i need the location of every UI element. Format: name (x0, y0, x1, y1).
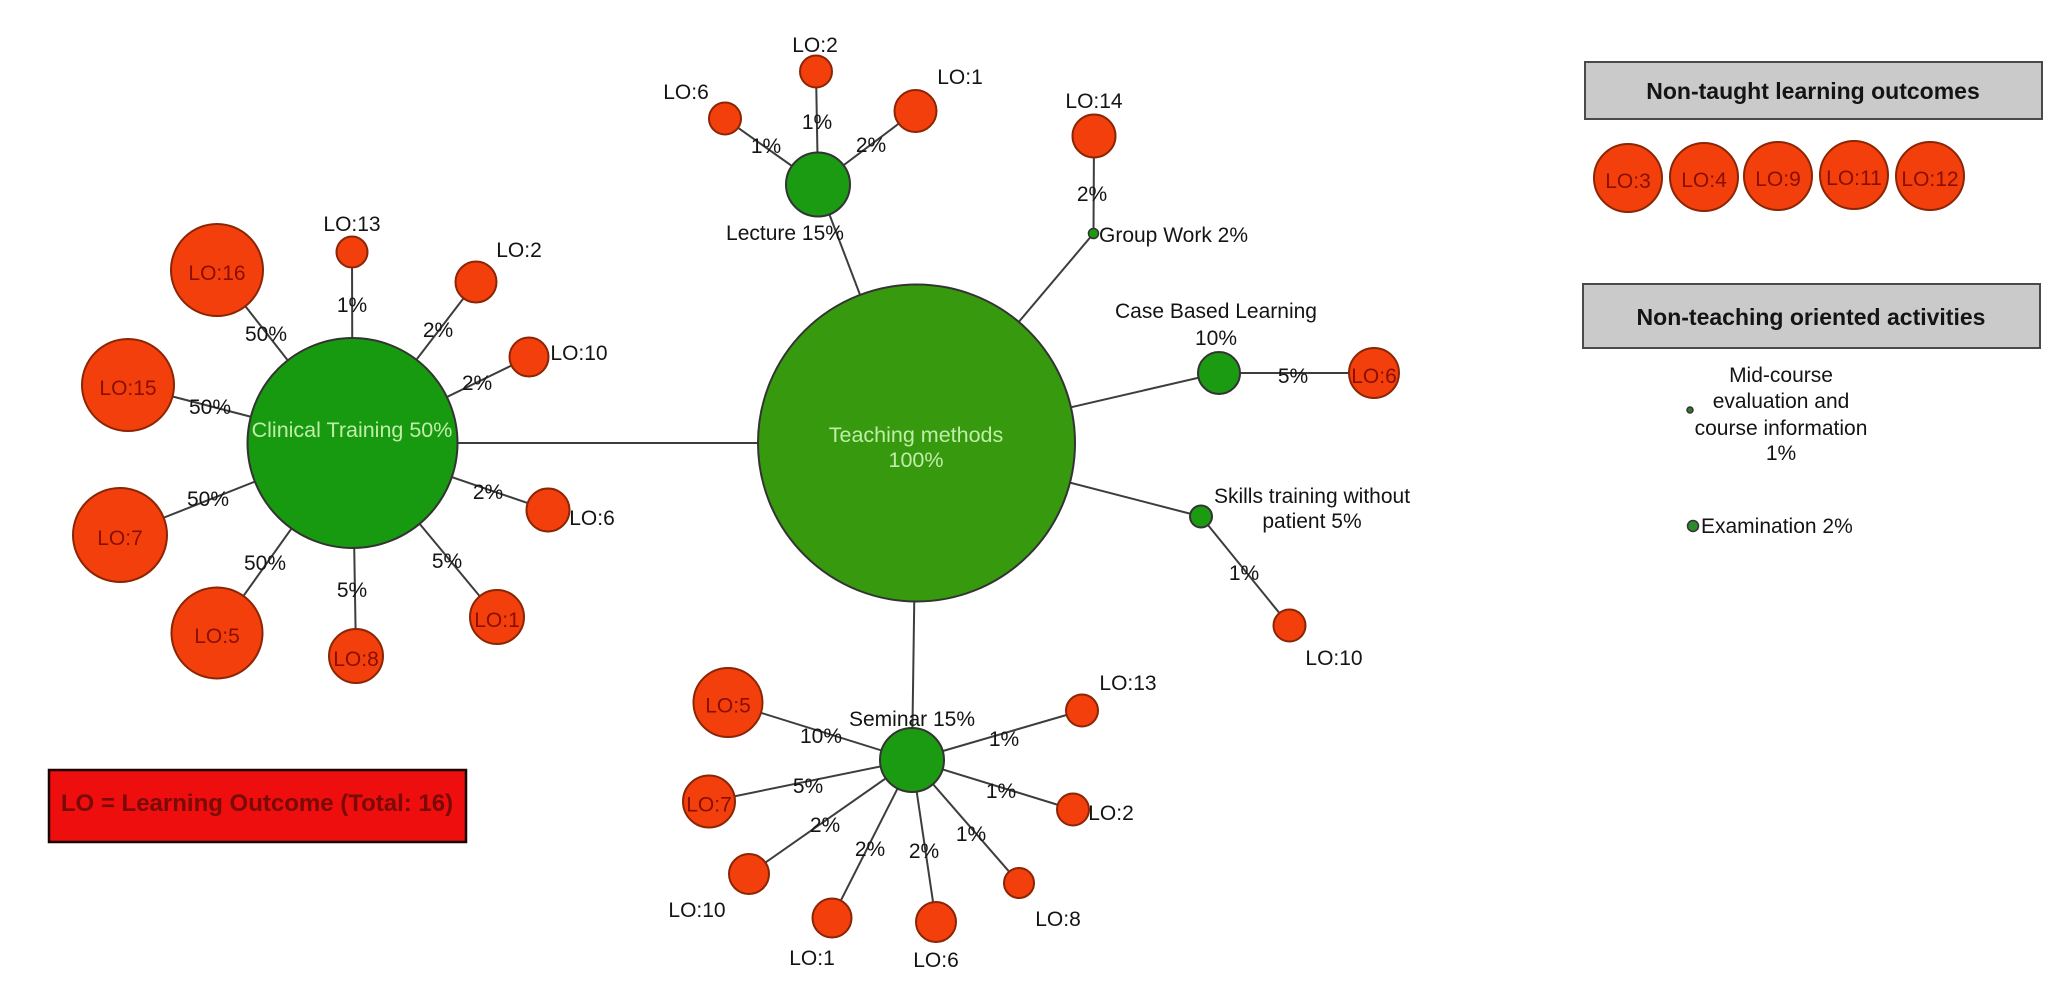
svg-text:Skills training without: Skills training without (1214, 485, 1410, 508)
svg-text:course information: course information (1695, 417, 1868, 440)
svg-text:LO:6: LO:6 (569, 507, 615, 530)
svg-text:1%: 1% (802, 111, 832, 134)
svg-text:Case Based Learning: Case Based Learning (1115, 300, 1317, 323)
svg-text:Non-teaching oriented activiti: Non-teaching oriented activities (1637, 304, 1986, 330)
svg-text:5%: 5% (1278, 365, 1308, 388)
svg-text:LO:15: LO:15 (99, 377, 156, 400)
svg-text:2%: 2% (856, 134, 886, 157)
svg-text:LO:5: LO:5 (194, 625, 240, 648)
svg-text:patient 5%: patient 5% (1262, 510, 1361, 533)
svg-text:LO:10: LO:10 (550, 342, 607, 365)
svg-text:LO:12: LO:12 (1901, 168, 1958, 191)
svg-text:LO:13: LO:13 (1099, 672, 1156, 695)
svg-text:Mid-course: Mid-course (1729, 364, 1833, 387)
svg-text:10%: 10% (800, 725, 842, 748)
svg-text:1%: 1% (956, 823, 986, 846)
svg-text:50%: 50% (187, 488, 229, 511)
svg-text:2%: 2% (423, 319, 453, 342)
svg-text:Non-taught learning outcomes: Non-taught learning outcomes (1646, 78, 1980, 104)
svg-text:2%: 2% (473, 481, 503, 504)
svg-text:LO:6: LO:6 (913, 949, 959, 972)
svg-text:1%: 1% (986, 780, 1016, 803)
svg-text:LO:11: LO:11 (1826, 167, 1882, 190)
svg-text:LO:1: LO:1 (474, 609, 520, 632)
svg-text:2%: 2% (1077, 183, 1107, 206)
svg-text:LO:2: LO:2 (792, 34, 838, 57)
svg-text:5%: 5% (793, 775, 823, 798)
svg-text:1%: 1% (1229, 562, 1259, 585)
svg-text:LO:6: LO:6 (1351, 365, 1397, 388)
svg-text:LO:2: LO:2 (1088, 802, 1134, 825)
svg-text:LO:7: LO:7 (686, 794, 732, 817)
svg-text:Clinical Training 50%: Clinical Training 50% (252, 418, 453, 442)
svg-text:1%: 1% (751, 135, 781, 158)
svg-text:LO:9: LO:9 (1755, 168, 1801, 191)
svg-text:1%: 1% (1766, 442, 1796, 465)
svg-text:LO:2: LO:2 (496, 239, 542, 262)
svg-text:2%: 2% (810, 814, 840, 837)
svg-text:5%: 5% (432, 550, 462, 573)
svg-text:LO:8: LO:8 (1035, 908, 1081, 931)
svg-text:LO:14: LO:14 (1065, 90, 1123, 113)
svg-text:50%: 50% (245, 323, 287, 346)
svg-text:Examination 2%: Examination 2% (1701, 515, 1853, 538)
svg-text:LO:4: LO:4 (1681, 169, 1727, 192)
svg-text:Teaching methods: Teaching methods (829, 423, 1004, 447)
svg-text:LO:1: LO:1 (937, 66, 983, 89)
svg-text:2%: 2% (909, 840, 939, 863)
svg-text:2%: 2% (855, 838, 885, 861)
svg-text:LO:1: LO:1 (789, 947, 835, 970)
svg-text:LO = Learning Outcome (Total:: LO = Learning Outcome (Total: 16) (61, 790, 453, 817)
svg-text:LO:6: LO:6 (663, 81, 709, 104)
svg-text:Seminar 15%: Seminar 15% (849, 708, 975, 731)
svg-text:2%: 2% (462, 372, 492, 395)
svg-text:LO:5: LO:5 (705, 695, 751, 718)
svg-text:100%: 100% (889, 448, 944, 472)
svg-text:10%: 10% (1195, 327, 1237, 350)
svg-text:5%: 5% (337, 579, 367, 602)
svg-text:LO:7: LO:7 (97, 527, 143, 550)
svg-text:LO:10: LO:10 (1305, 647, 1362, 670)
svg-text:evaluation and: evaluation and (1713, 390, 1850, 413)
svg-text:Lecture 15%: Lecture 15% (726, 222, 844, 245)
svg-text:50%: 50% (244, 552, 286, 575)
svg-text:LO:10: LO:10 (668, 899, 725, 922)
svg-text:Group Work 2%: Group Work 2% (1099, 224, 1248, 247)
svg-text:1%: 1% (989, 728, 1019, 751)
svg-text:LO:3: LO:3 (1605, 170, 1651, 193)
svg-text:50%: 50% (189, 396, 231, 419)
svg-text:LO:13: LO:13 (323, 213, 380, 236)
svg-text:LO:16: LO:16 (188, 262, 245, 285)
svg-text:1%: 1% (337, 294, 367, 317)
svg-text:LO:8: LO:8 (333, 648, 379, 671)
